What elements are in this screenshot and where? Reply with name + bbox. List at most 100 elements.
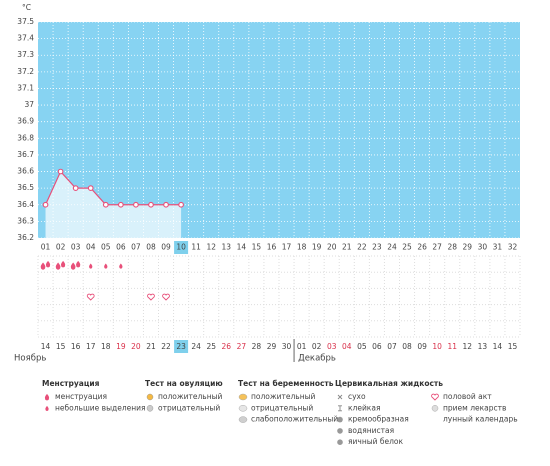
x-tick-label: 16	[267, 243, 277, 252]
legend-item: прием лекарств	[443, 403, 506, 412]
y-tick-label: 36.7	[17, 150, 34, 159]
y-tick-label: 36.8	[17, 133, 34, 142]
temperature-point	[148, 201, 154, 208]
temperature-line	[44, 170, 182, 206]
y-tick-label: 37.4	[17, 34, 34, 43]
y-tick-label: 36.6	[17, 167, 34, 176]
x-tick-label: 29	[463, 243, 473, 252]
x-tick-label: 09	[161, 243, 171, 252]
legend-item: положительный	[251, 392, 316, 401]
menstruation-icon	[76, 260, 81, 268]
x-tick-label: 30	[478, 243, 488, 252]
x-tick-label: 22	[357, 243, 367, 252]
x-tick-label: 12	[206, 243, 216, 252]
x-tick-label: 08	[146, 243, 156, 252]
legend-item: клейкая	[348, 403, 380, 412]
legend-item: отрицательный	[251, 403, 313, 412]
legend-icon	[431, 393, 439, 401]
date-label: 17	[86, 342, 96, 351]
x-tick-label: 20	[327, 243, 337, 252]
menstruation-icon	[60, 260, 66, 268]
x-tick-label: 27	[432, 243, 442, 252]
month-label: Ноябрь	[14, 354, 46, 364]
menstruation-icon	[55, 262, 61, 270]
legend-icon	[44, 393, 50, 401]
temperature-point	[102, 201, 109, 208]
x-tick-label: 02	[56, 243, 66, 252]
y-tick-label: 36.9	[17, 117, 34, 126]
date-label: 06	[372, 342, 382, 351]
y-tick-label: 37	[24, 100, 34, 109]
temperature-point	[57, 168, 64, 175]
y-tick-label: 37.1	[17, 83, 34, 92]
date-label: 30	[282, 342, 292, 351]
x-tick-label: 25	[402, 243, 412, 252]
legend-item: отрицательный	[158, 403, 220, 412]
date-label: 02	[312, 342, 322, 351]
legend-item: сухо	[348, 392, 366, 401]
temperature-point	[178, 201, 184, 208]
x-tick-label: 13	[222, 243, 232, 252]
legend-title: Тест на овуляцию	[145, 379, 223, 388]
x-tick-label: 24	[387, 243, 397, 252]
date-label: 03	[327, 342, 337, 351]
y-tick-label: 36.2	[17, 233, 34, 242]
legend-icon	[337, 428, 343, 434]
date-label: 09	[417, 342, 427, 351]
date-label: 27	[237, 342, 247, 351]
legend-icon	[45, 405, 49, 411]
x-tick-label: 04	[86, 243, 96, 252]
x-tick-label: 11	[191, 243, 201, 252]
selected-day	[174, 241, 189, 254]
date-label: 04	[342, 342, 352, 351]
legend-item: менструация	[55, 392, 107, 401]
date-label: 15	[56, 342, 66, 351]
x-tick-label: 03	[71, 243, 81, 252]
y-tick-label: 37.2	[17, 67, 34, 76]
date-label: 23	[176, 342, 186, 351]
y-tick-label: 37.3	[17, 50, 34, 59]
legend-item: лунный календарь	[443, 415, 518, 424]
menstruation-icon	[70, 262, 76, 270]
x-tick-label: 18	[297, 243, 307, 252]
x-tick-label: 06	[116, 243, 126, 252]
legend-icon	[432, 416, 436, 424]
intercourse-icon	[162, 293, 170, 301]
x-tick-label: 31	[493, 243, 503, 252]
y-tick-label: 37.5	[17, 17, 34, 26]
date-label: 14	[493, 342, 503, 351]
date-label: 20	[131, 342, 141, 351]
date-label: 12	[463, 342, 473, 351]
y-tick-label: 36.3	[17, 216, 34, 225]
menstruation-icon	[45, 260, 51, 268]
legend-icon	[337, 439, 343, 446]
intercourse-icon	[86, 293, 95, 301]
legend-icon	[238, 405, 248, 412]
spotting-icon	[119, 263, 123, 269]
date-label: 10	[432, 342, 442, 351]
selected-date	[174, 340, 189, 353]
date-label: 22	[161, 342, 171, 351]
date-label: 08	[402, 342, 412, 351]
temperature-point	[133, 201, 139, 208]
spotting-icon	[104, 263, 108, 269]
date-label: 05	[357, 342, 367, 351]
date-label: 21	[146, 342, 156, 351]
date-label: 16	[71, 342, 81, 351]
x-tick-label: 26	[417, 243, 427, 252]
legend-icon	[146, 393, 154, 401]
legend-icon	[146, 405, 154, 412]
legend-icon	[337, 394, 343, 400]
x-tick-label: 21	[342, 243, 352, 252]
legend-item: положительный	[158, 392, 223, 401]
legend-icon	[337, 416, 343, 423]
y-axis-unit: °C	[22, 3, 31, 12]
x-tick-label: 14	[237, 243, 247, 252]
month-label: Декабрь	[298, 354, 336, 364]
date-label: 28	[252, 342, 262, 351]
legend-icon	[338, 405, 342, 412]
legend-icon	[431, 405, 439, 412]
temperature-point	[163, 201, 169, 208]
x-tick-label: 15	[252, 243, 262, 252]
